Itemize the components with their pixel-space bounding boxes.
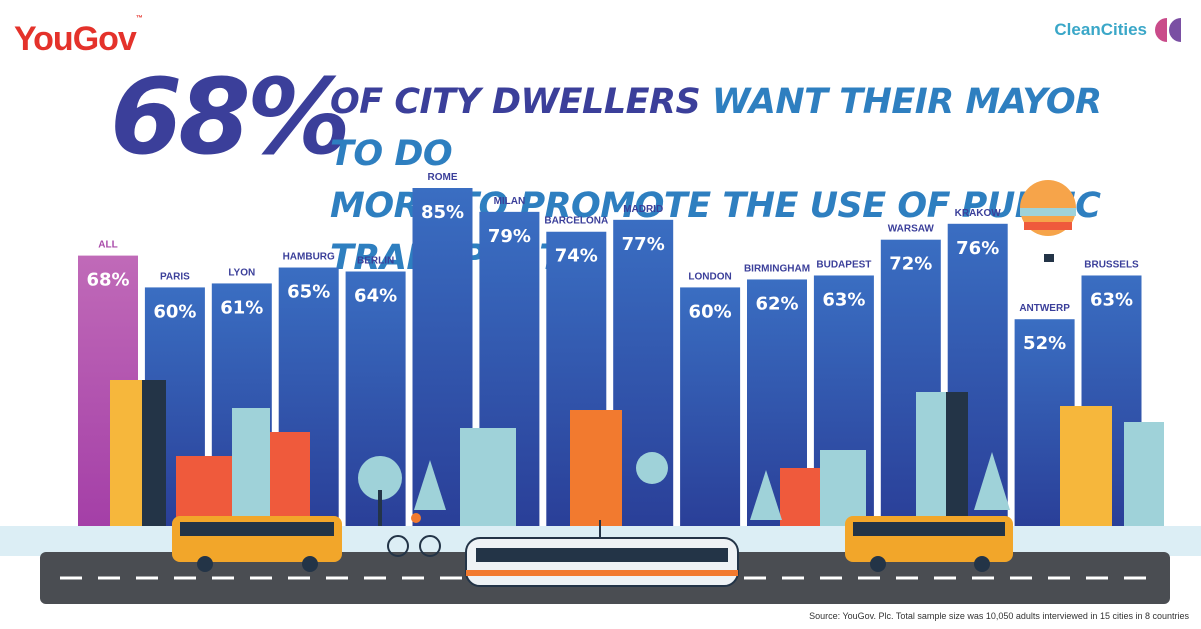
bus-left-wheel-2 — [302, 556, 318, 572]
building-12 — [1060, 406, 1112, 526]
bus-right-wheel-2 — [974, 556, 990, 572]
bar-london — [680, 287, 741, 526]
value-label: 60% — [153, 301, 196, 322]
building-2 — [142, 380, 166, 526]
city-scene — [0, 180, 1201, 604]
tree-1 — [358, 456, 402, 500]
tree-1-trunk — [378, 490, 382, 526]
category-label: ALL — [98, 240, 117, 251]
headline-line-1b: WANT THEIR MAYOR TO DO — [330, 82, 1102, 174]
category-label: KRAKOW — [955, 208, 1002, 219]
category-label: MILAN — [494, 196, 526, 207]
bus-left-windows — [180, 522, 334, 536]
category-label: WARSAW — [888, 224, 935, 235]
value-label: 76% — [956, 238, 999, 259]
value-label: 72% — [889, 254, 932, 275]
building-9 — [820, 450, 866, 526]
category-label: HAMBURG — [283, 252, 335, 263]
yougov-logo-text: YouGov — [14, 20, 137, 58]
yougov-logo-mark: ™ — [135, 14, 143, 22]
value-label: 62% — [755, 293, 798, 314]
bus-right-windows — [853, 522, 1005, 536]
tram-stripe — [466, 570, 738, 576]
value-label: 61% — [220, 297, 263, 318]
category-label: BERLIN — [357, 256, 394, 267]
cleancities-logo: CleanCities — [1054, 16, 1187, 44]
headline-big-value: 68% — [110, 56, 351, 178]
tree-3 — [414, 460, 446, 510]
category-label: BUDAPEST — [816, 259, 871, 270]
building-11 — [946, 392, 968, 526]
building-4 — [232, 408, 270, 526]
value-label: 52% — [1023, 333, 1066, 354]
category-label: PARIS — [160, 271, 190, 282]
category-label: MADRID — [623, 204, 663, 215]
category-label: ANTWERP — [1019, 303, 1070, 314]
category-label: LONDON — [688, 271, 731, 282]
category-label: ROME — [428, 172, 458, 183]
value-label: 77% — [622, 234, 665, 255]
value-label: 79% — [488, 226, 531, 247]
value-label: 63% — [1090, 289, 1133, 310]
building-3 — [176, 456, 234, 526]
value-label: 63% — [822, 289, 865, 310]
value-label: 68% — [86, 270, 129, 291]
tree-4 — [750, 470, 782, 520]
category-label: BIRMINGHAM — [744, 263, 810, 274]
cyclist-head — [411, 513, 421, 523]
yougov-logo: YouGov™ — [14, 15, 143, 59]
tree-5 — [974, 452, 1010, 510]
cleancities-logo-text: CleanCities — [1054, 20, 1147, 39]
bus-left-wheel-1 — [197, 556, 213, 572]
building-5 — [270, 432, 310, 526]
value-label: 64% — [354, 286, 397, 307]
tram-windows — [476, 548, 728, 562]
building-13 — [1124, 422, 1164, 526]
bicycle-wheel-1 — [387, 535, 409, 557]
category-label: BRUSSELS — [1084, 259, 1139, 270]
footnote: Source: YouGov. Plc. Total sample size w… — [809, 611, 1189, 621]
building-6 — [460, 428, 516, 526]
building-7 — [570, 410, 622, 526]
category-label: LYON — [228, 267, 255, 278]
value-label: 85% — [421, 202, 464, 223]
cleancities-mark-icon — [1155, 18, 1181, 42]
bus-right-wheel-1 — [870, 556, 886, 572]
value-label: 60% — [689, 301, 732, 322]
headline-line-1a: OF CITY DWELLERS — [330, 82, 712, 122]
bicycle-wheel-2 — [419, 535, 441, 557]
headline-line-1: OF CITY DWELLERS WANT THEIR MAYOR TO DO — [330, 76, 1130, 180]
hot-air-balloon-icon — [1020, 180, 1076, 262]
value-label: 65% — [287, 282, 330, 303]
building-8 — [780, 468, 820, 526]
category-label: BARCELONA — [544, 216, 608, 227]
value-label: 74% — [555, 246, 598, 267]
tree-2 — [636, 452, 668, 484]
